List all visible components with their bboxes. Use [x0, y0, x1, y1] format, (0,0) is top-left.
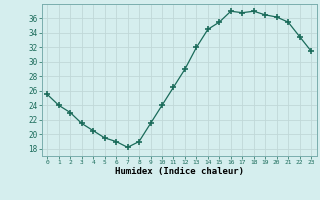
X-axis label: Humidex (Indice chaleur): Humidex (Indice chaleur) [115, 167, 244, 176]
